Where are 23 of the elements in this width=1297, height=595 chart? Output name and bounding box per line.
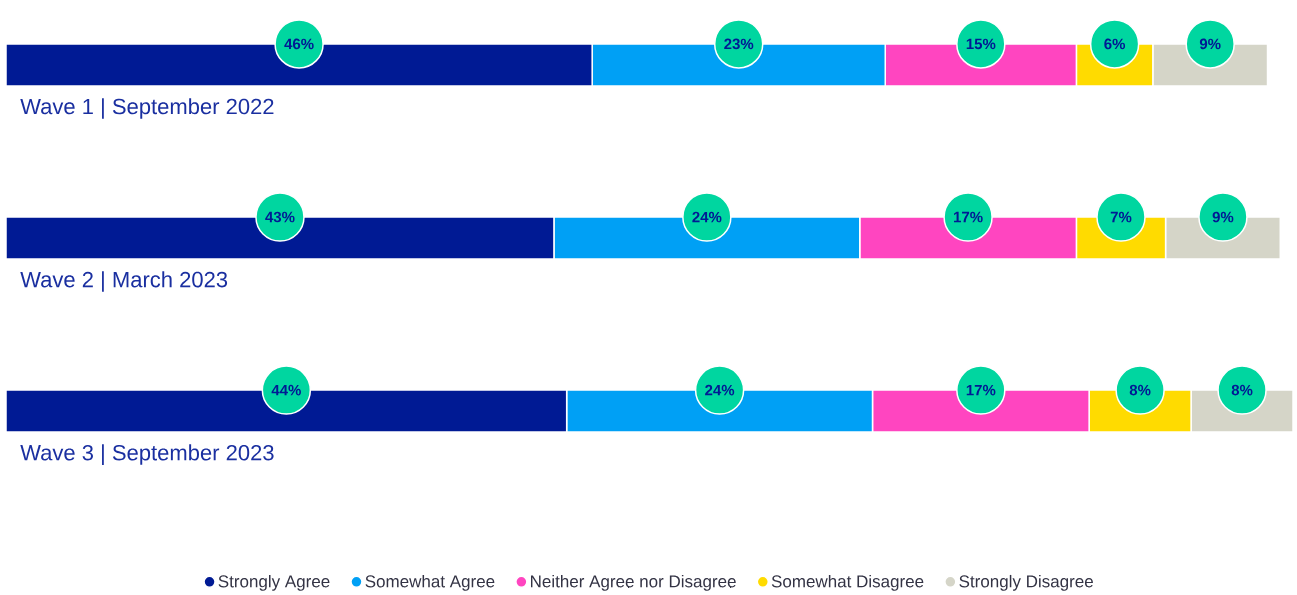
data-label: 9% xyxy=(1212,211,1234,223)
data-label: 17% xyxy=(954,211,983,223)
data-label: 9% xyxy=(1199,38,1221,50)
data-label: 8% xyxy=(1231,384,1253,396)
data-label: 46% xyxy=(284,38,314,50)
legend-label: Neither Agree nor Disagree xyxy=(531,574,736,591)
data-label: 44% xyxy=(271,384,301,396)
legend-label: Somewhat Agree xyxy=(365,574,495,591)
legend-label: Strongly Disagree xyxy=(959,574,1093,591)
data-label: 17% xyxy=(966,384,996,396)
data-label: 24% xyxy=(692,211,722,223)
y-tick-label: Wave 3 | September 2023 xyxy=(20,444,274,465)
legend-label: Strongly Agree xyxy=(218,574,330,591)
data-label: 43% xyxy=(265,211,295,223)
y-tick-label: Wave 1 | September 2022 xyxy=(20,98,274,119)
data-label: 24% xyxy=(705,384,735,396)
data-label: 6% xyxy=(1104,38,1126,50)
data-label: 15% xyxy=(966,38,996,50)
data-label: 7% xyxy=(1110,211,1132,223)
legend-label: Somewhat Disagree xyxy=(771,574,924,591)
y-tick-label: Wave 2 | March 2023 xyxy=(20,271,228,292)
data-label: 23% xyxy=(724,38,754,50)
data-label: 8% xyxy=(1129,384,1151,396)
